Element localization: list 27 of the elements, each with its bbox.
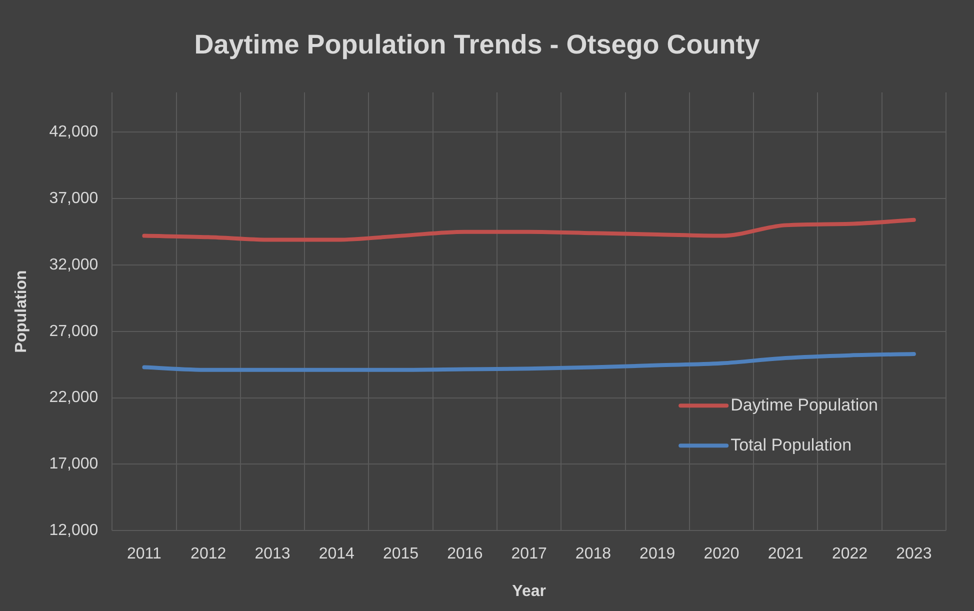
x-tick-label: 2017 (511, 546, 547, 563)
x-tick-label: 2023 (896, 546, 932, 563)
legend-label: Total Population (730, 435, 852, 454)
y-tick-label: 17,000 (49, 456, 98, 473)
x-tick-label: 2015 (382, 546, 419, 563)
legend-label: Daytime Population (730, 395, 878, 414)
x-tick-label: 2012 (190, 546, 226, 563)
y-tick-label: 22,000 (49, 389, 98, 406)
x-tick-label: 2016 (447, 546, 483, 563)
line-series (142, 218, 916, 242)
x-tick-label: 2019 (640, 546, 676, 563)
chart-title: Daytime Population Trends - Otsego County (194, 30, 760, 60)
line-series (142, 352, 916, 372)
x-tick-label: 2020 (704, 546, 740, 563)
y-axis-title: Population (13, 270, 30, 353)
x-tick-label: 2018 (575, 546, 612, 563)
y-tick-label: 12,000 (49, 522, 98, 540)
x-tick-label: 2011 (127, 546, 162, 563)
y-tick-label: 42,000 (49, 124, 98, 141)
x-tick-label: 2021 (768, 546, 804, 563)
x-tick-label: 2013 (254, 546, 290, 563)
y-tick-label: 32,000 (49, 256, 98, 274)
y-tick-label: 37,000 (49, 190, 98, 208)
x-axis-title: Year (512, 582, 546, 600)
y-tick-label: 27,000 (49, 322, 98, 340)
x-tick-label: 2014 (318, 546, 355, 563)
x-tick-label: 2022 (832, 546, 868, 563)
